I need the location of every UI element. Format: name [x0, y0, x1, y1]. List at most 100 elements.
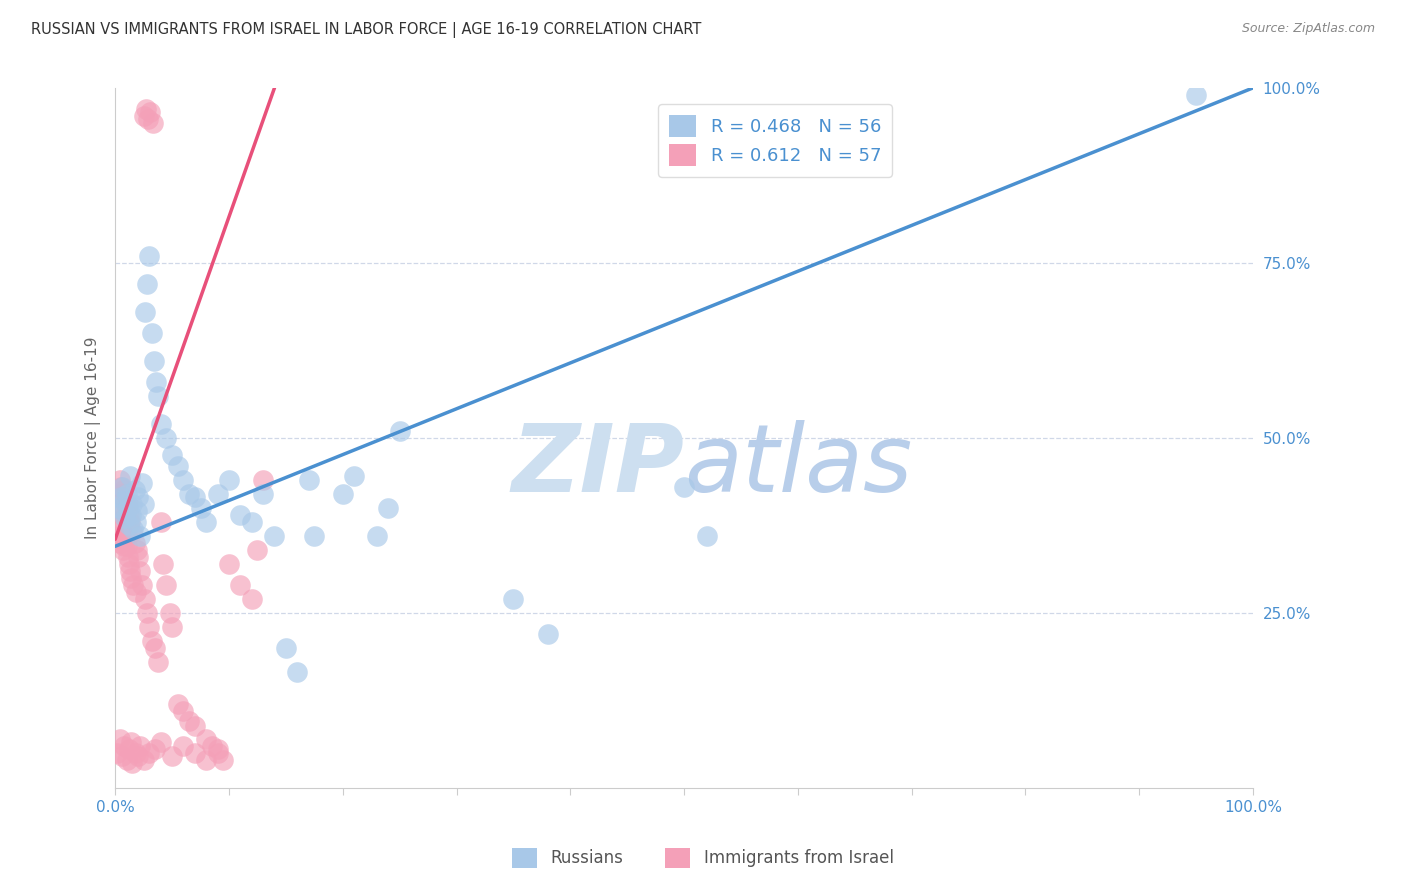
Y-axis label: In Labor Force | Age 16-19: In Labor Force | Age 16-19 [86, 336, 101, 539]
Point [127, 749, 149, 764]
Point [134, 305, 156, 319]
Point [285, 665, 308, 680]
Point [195, 515, 218, 529]
Point [118, 508, 141, 522]
Point [114, 511, 136, 525]
Text: Source: ZipAtlas.com: Source: ZipAtlas.com [1241, 22, 1375, 36]
Point [160, 620, 183, 634]
Point [366, 529, 388, 543]
Point [118, 742, 141, 756]
Point [142, 116, 165, 130]
Point [201, 739, 224, 753]
Point [125, 504, 148, 518]
Point [114, 529, 136, 543]
Point [377, 500, 399, 515]
Point [118, 515, 141, 529]
Point [136, 112, 159, 127]
Point [212, 753, 235, 767]
Point [124, 515, 146, 529]
Point [252, 487, 274, 501]
Point [218, 473, 240, 487]
Point [107, 529, 129, 543]
Text: ZIP: ZIP [512, 420, 685, 512]
Point [388, 424, 411, 438]
Point [207, 742, 229, 756]
Text: atlas: atlas [685, 420, 912, 511]
Point [240, 591, 263, 606]
Point [160, 448, 183, 462]
Point [131, 476, 153, 491]
Point [112, 493, 135, 508]
Point [117, 497, 139, 511]
Point [107, 500, 129, 515]
Point [118, 469, 141, 483]
Point [263, 529, 285, 543]
Point [121, 497, 143, 511]
Point [125, 542, 148, 557]
Point [136, 277, 159, 291]
Point [148, 389, 170, 403]
Point [138, 249, 160, 263]
Point [117, 549, 139, 564]
Point [138, 746, 160, 760]
Point [107, 746, 129, 760]
Point [536, 627, 558, 641]
Point [120, 735, 142, 749]
Point [141, 326, 163, 340]
Point [179, 487, 201, 501]
Point [207, 746, 229, 760]
Point [673, 480, 696, 494]
Point [107, 500, 129, 515]
Point [122, 522, 145, 536]
Point [179, 714, 201, 729]
Point [115, 539, 138, 553]
Point [143, 640, 166, 655]
Point [172, 473, 194, 487]
Point [112, 493, 135, 508]
Point [121, 756, 143, 771]
Point [252, 473, 274, 487]
Point [129, 739, 152, 753]
Point [132, 753, 155, 767]
Point [184, 491, 207, 505]
Point [195, 753, 218, 767]
Point [108, 731, 131, 746]
Point [110, 522, 132, 536]
Point [121, 525, 143, 540]
Point [115, 487, 138, 501]
Point [229, 508, 252, 522]
Point [218, 557, 240, 571]
Point [111, 749, 134, 764]
Point [149, 515, 172, 529]
Point [343, 469, 366, 483]
Point [152, 557, 174, 571]
Point [229, 578, 252, 592]
Point [127, 491, 149, 505]
Point [112, 504, 135, 518]
Point [195, 731, 218, 746]
Point [138, 620, 160, 634]
Legend: R = 0.468   N = 56, R = 0.612   N = 57: R = 0.468 N = 56, R = 0.612 N = 57 [658, 104, 891, 177]
Point [107, 487, 129, 501]
Point [246, 542, 269, 557]
Point [143, 742, 166, 756]
Point [274, 640, 297, 655]
Point [124, 746, 146, 760]
Text: RUSSIAN VS IMMIGRANTS FROM ISRAEL IN LABOR FORCE | AGE 16-19 CORRELATION CHART: RUSSIAN VS IMMIGRANTS FROM ISRAEL IN LAB… [31, 22, 702, 38]
Point [110, 491, 132, 505]
Point [184, 746, 207, 760]
Point [117, 500, 139, 515]
Point [149, 417, 172, 431]
Point [108, 536, 131, 550]
Point [141, 633, 163, 648]
Point [184, 719, 207, 733]
Point [160, 749, 183, 764]
Point [105, 515, 128, 529]
Point [112, 483, 135, 498]
Point [118, 564, 141, 578]
Point [139, 105, 162, 120]
Point [136, 606, 159, 620]
Point [172, 704, 194, 718]
Point [159, 606, 181, 620]
Point [112, 542, 135, 557]
